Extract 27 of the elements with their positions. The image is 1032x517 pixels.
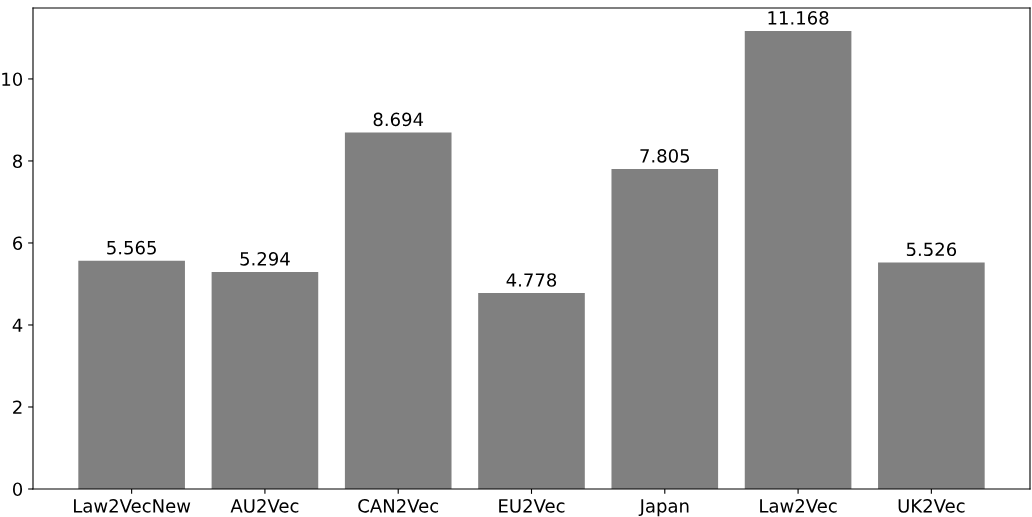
x-tick-label: Japan bbox=[638, 499, 689, 517]
data-label: 11.168 bbox=[768, 11, 829, 25]
bar bbox=[211, 271, 319, 489]
x-tick-label: AU2Vec bbox=[230, 499, 299, 513]
data-label: 5.294 bbox=[240, 251, 290, 266]
data-label: 8.694 bbox=[373, 112, 424, 127]
bar bbox=[878, 262, 985, 489]
bar bbox=[611, 168, 719, 489]
data-label: 4.778 bbox=[506, 273, 557, 287]
data-label: 7.805 bbox=[640, 149, 690, 163]
bar bbox=[744, 31, 852, 489]
y-tick-label: 8 bbox=[13, 154, 23, 169]
y-tick-label: 0 bbox=[12, 482, 23, 497]
x-tick-label: UK2Vec bbox=[898, 499, 965, 513]
y-tick-label: 6 bbox=[13, 236, 23, 251]
y-tick-label: 2 bbox=[13, 400, 22, 414]
x-tick-label: EU2Vec bbox=[499, 499, 565, 513]
x-tick-label: Law2VecNew bbox=[74, 499, 191, 513]
bar bbox=[478, 293, 585, 489]
bar bbox=[78, 260, 185, 489]
x-tick-label: Law2Vec bbox=[760, 499, 837, 513]
bar bbox=[344, 132, 452, 489]
x-tick-label: CAN2Vec bbox=[358, 499, 439, 513]
data-label: 5.565 bbox=[107, 240, 156, 255]
data-label: 5.526 bbox=[906, 242, 957, 257]
y-tick-label: 4 bbox=[12, 318, 23, 332]
y-tick-label: 10 bbox=[2, 72, 23, 87]
